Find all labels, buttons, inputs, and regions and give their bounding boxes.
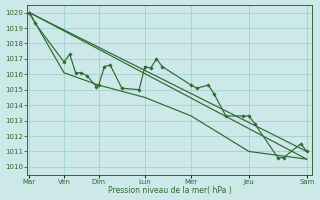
X-axis label: Pression niveau de la mer( hPa ): Pression niveau de la mer( hPa ) <box>108 186 232 195</box>
